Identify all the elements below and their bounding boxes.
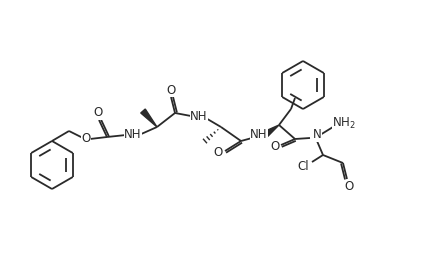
Text: O: O [166,84,175,97]
Text: N: N [312,128,321,141]
Text: NH: NH [250,128,268,141]
Text: O: O [213,146,223,159]
Polygon shape [141,109,157,127]
Text: Cl: Cl [297,160,309,174]
Text: O: O [81,132,91,146]
Text: O: O [93,107,103,119]
Text: NH: NH [190,110,208,123]
Text: O: O [344,181,354,193]
Text: NH$_2$: NH$_2$ [332,115,356,131]
Polygon shape [264,125,279,137]
Text: O: O [271,141,280,153]
Text: NH: NH [124,128,142,141]
